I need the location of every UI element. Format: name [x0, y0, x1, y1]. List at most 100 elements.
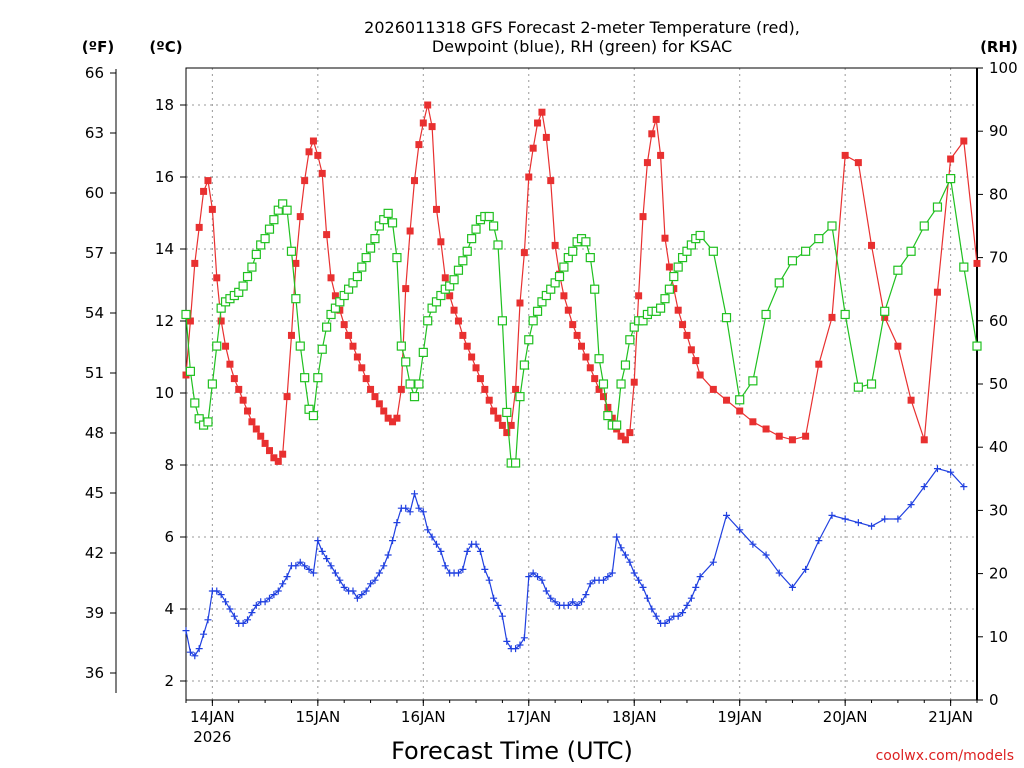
temperature-point: [257, 432, 265, 440]
rh-point: [493, 240, 503, 250]
temperature-point: [775, 432, 783, 440]
celsius-tick-label: 18: [155, 96, 174, 114]
rh-tick-label: 20: [989, 565, 1008, 583]
rh-point: [801, 246, 811, 256]
dewpoint-point: [538, 576, 546, 584]
temperature-point: [854, 159, 862, 167]
temperature-point: [920, 436, 928, 444]
rh-point: [242, 271, 253, 282]
dewpoint-point: [419, 508, 427, 516]
temperature-point: [476, 375, 484, 383]
dewpoint-point: [551, 598, 559, 606]
temperature-point: [191, 259, 199, 267]
celsius-tick-label: 16: [155, 168, 174, 186]
chart-title-line-2: Dewpoint (blue), RH (green) for KSAC: [432, 37, 732, 56]
temperature-point: [428, 123, 436, 131]
celsius-tick-label: 12: [155, 312, 174, 330]
temperature-point: [599, 393, 607, 401]
rh-point: [247, 262, 257, 272]
x-tick-label: 17JAN: [506, 708, 551, 726]
rh-point: [906, 246, 916, 256]
temperature-point: [815, 360, 823, 368]
celsius-tick-label: 10: [155, 384, 174, 402]
rh-point: [462, 246, 472, 256]
temperature-point: [371, 393, 379, 401]
temperature-point: [692, 357, 700, 365]
dewpoint-point: [481, 565, 489, 573]
rh-point: [932, 202, 943, 212]
dewpoint-point: [411, 490, 419, 498]
dewpoint-point: [340, 583, 348, 591]
dewpoint-point: [692, 583, 700, 591]
dewpoint-point: [920, 483, 928, 491]
temperature-point: [868, 241, 876, 249]
temperature-point: [894, 342, 902, 350]
temperature-point: [265, 447, 273, 455]
temperature-point: [564, 306, 572, 314]
temperature-point: [551, 241, 559, 249]
dewpoint-point: [599, 576, 607, 584]
temperature-point: [459, 331, 467, 339]
temperature-point: [230, 375, 238, 383]
temperature-point: [222, 342, 230, 350]
rh-point: [673, 262, 683, 272]
x-tick-label: 20JAN: [823, 708, 868, 726]
x-tick-sublabel: 2026: [193, 728, 231, 746]
temperature-point: [569, 321, 577, 329]
temperature-point: [353, 353, 361, 361]
rh-point: [568, 246, 578, 256]
temperature-point: [248, 418, 256, 426]
dewpoint-point: [573, 601, 581, 609]
dewpoint-point: [292, 562, 300, 570]
temperature-point: [709, 385, 717, 393]
rh-point: [524, 335, 534, 345]
rh-point: [365, 243, 376, 253]
temperature-point: [560, 292, 568, 300]
x-tick-label: 18JAN: [612, 708, 657, 726]
rh-point: [383, 208, 393, 218]
dewpoint-point: [626, 558, 634, 566]
dewpoint-point: [270, 591, 278, 599]
rh-point: [774, 278, 784, 288]
rh-point: [295, 341, 305, 351]
rh-point: [269, 215, 279, 225]
temperature-point: [582, 353, 590, 361]
dewpoint-point: [723, 511, 731, 519]
temperature-series: [182, 101, 981, 465]
rh-point: [721, 313, 732, 323]
fahrenheit-tick-label: 54: [85, 304, 104, 322]
temperature-point: [402, 285, 410, 293]
dewpoint-point: [393, 519, 401, 527]
rh-tick-label: 80: [989, 185, 1008, 203]
celsius-tick-label: 14: [155, 240, 174, 258]
rh-point: [594, 354, 604, 364]
rh-tick-label: 90: [989, 122, 1008, 140]
rh-point: [414, 379, 424, 389]
dewpoint-point: [775, 569, 783, 577]
rh-point: [853, 382, 863, 392]
dewpoint-point: [375, 569, 383, 577]
temperature-point: [617, 432, 625, 440]
temperature-point: [661, 234, 669, 242]
temperature-point: [542, 133, 550, 141]
fahrenheit-tick-label: 63: [85, 124, 104, 142]
x-tick-label: 16JAN: [401, 708, 446, 726]
dewpoint-point: [696, 573, 704, 581]
rh-point: [181, 309, 191, 320]
rh-point: [748, 376, 758, 386]
temperature-point: [424, 101, 432, 109]
dewpoint-point: [226, 605, 234, 613]
dewpoint-point: [323, 555, 331, 563]
dewpoint-point: [582, 591, 590, 599]
dewpoint-point: [639, 583, 647, 591]
temperature-point: [723, 396, 731, 404]
temperature-point: [463, 342, 471, 350]
temperature-point: [358, 364, 366, 372]
temperature-point: [270, 454, 278, 462]
temperature-point: [213, 274, 221, 282]
fahrenheit-tick-label: 48: [85, 424, 104, 442]
temperature-point: [679, 321, 687, 329]
dewpoint-point: [406, 508, 414, 516]
rh-point: [467, 234, 477, 244]
temperature-point: [454, 317, 462, 325]
